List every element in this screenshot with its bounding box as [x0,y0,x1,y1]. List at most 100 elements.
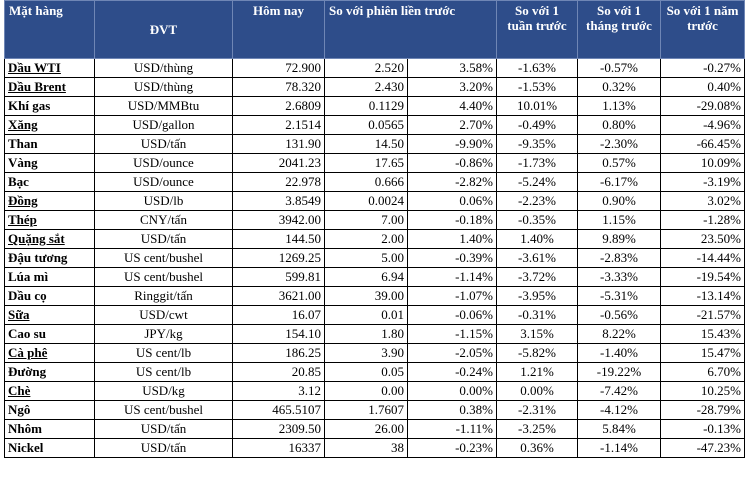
change-month: -0.56% [577,305,661,325]
change-month: 1.15% [577,210,661,230]
change-year: 15.47% [660,343,745,363]
commodity-name: Sữa [4,305,95,325]
commodity-name: Dầu WTI [4,58,95,78]
change-pct: 0.06% [407,191,497,211]
commodity-label: Đậu tương [8,250,68,265]
change-week: -1.53% [496,77,578,97]
unit-cell: Ringgit/tấn [94,286,233,306]
commodity-name: Đậu tương [4,248,95,268]
change-week: 1.21% [496,362,578,382]
price-today: 16.07 [232,305,325,325]
change-abs: 0.666 [324,172,408,192]
change-month: -4.12% [577,400,661,420]
change-pct: -1.07% [407,286,497,306]
change-week: 3.15% [496,324,578,344]
change-pct: -1.15% [407,324,497,344]
change-abs: 0.00 [324,381,408,401]
change-year: -0.27% [660,58,745,78]
change-week: 0.36% [496,438,578,458]
change-year: 23.50% [660,229,745,249]
change-week: -3.25% [496,419,578,439]
table-row: Đậu tương US cent/bushel 1269.25 5.00 -0.39%… [4,248,745,268]
commodity-label: Ngô [8,402,31,417]
change-month: -7.42% [577,381,661,401]
unit-cell: US cent/bushel [94,248,233,268]
change-week: 0.00% [496,381,578,401]
commodity-label: Dầu cọ [8,288,47,303]
commodity-label: Nickel [8,440,44,455]
commodity-name: Chè [4,381,95,401]
commodity-label: Đường [8,364,47,379]
table-row: Dầu Brent USD/thùng 78.320 2.430 3.20% -1.53%… [4,77,745,97]
commodity-name: Dầu cọ [4,286,95,306]
table-row: Quặng sắt USD/tấn 144.50 2.00 1.40% 1.40% 9.89… [4,229,745,249]
change-week: -1.63% [496,58,578,78]
change-abs: 26.00 [324,419,408,439]
change-week: -2.31% [496,400,578,420]
change-pct: -0.24% [407,362,497,382]
commodity-name: Cao su [4,324,95,344]
table-row: Cà phê US cent/lb 186.25 3.90 -2.05% -5.82% -1… [4,343,745,363]
change-abs: 2.00 [324,229,408,249]
price-today: 465.5107 [232,400,325,420]
change-pct: 3.20% [407,77,497,97]
change-year: -0.13% [660,419,745,439]
change-week: -0.35% [496,210,578,230]
change-month: -1.14% [577,438,661,458]
change-month: -3.33% [577,267,661,287]
change-abs: 1.80 [324,324,408,344]
unit-cell: US cent/bushel [94,400,233,420]
unit-cell: USD/lb [94,191,233,211]
price-today: 3621.00 [232,286,325,306]
unit-cell: USD/tấn [94,134,233,154]
change-week: -0.31% [496,305,578,325]
change-week: -5.24% [496,172,578,192]
change-week: -0.49% [496,115,578,135]
price-today: 2.1514 [232,115,325,135]
change-abs: 6.94 [324,267,408,287]
price-today: 72.900 [232,58,325,78]
table-row: Ngô US cent/bushel 465.5107 1.7607 0.38% -2.3… [4,400,745,420]
change-abs: 0.0024 [324,191,408,211]
commodity-name: Dầu Brent [4,77,95,97]
change-year: 3.02% [660,191,745,211]
change-month: -2.30% [577,134,661,154]
commodity-label: Khí gas [8,98,51,113]
commodity-name: Than [4,134,95,154]
change-abs: 0.05 [324,362,408,382]
table-row: Dầu cọ Ringgit/tấn 3621.00 39.00 -1.07% -3.95… [4,286,745,306]
unit-cell: USD/tấn [94,229,233,249]
change-week: -3.72% [496,267,578,287]
change-pct: 3.58% [407,58,497,78]
commodity-label: Dầu Brent [8,79,66,94]
change-month: -6.17% [577,172,661,192]
table-row: Vàng USD/ounce 2041.23 17.65 -0.86% -1.73% 0.5… [4,153,745,173]
table-row: Lúa mì US cent/bushel 599.81 6.94 -1.14% -3.7… [4,267,745,287]
change-abs: 2.520 [324,58,408,78]
commodity-label: Cao su [8,326,46,341]
price-today: 599.81 [232,267,325,287]
price-today: 154.10 [232,324,325,344]
commodity-name: Nhôm [4,419,95,439]
commodity-label: Bạc [8,174,29,189]
change-month: 9.89% [577,229,661,249]
change-month: 1.13% [577,96,661,116]
change-pct: 2.70% [407,115,497,135]
change-abs: 5.00 [324,248,408,268]
change-month: -1.40% [577,343,661,363]
price-today: 3.8549 [232,191,325,211]
price-today: 144.50 [232,229,325,249]
table-row: Nhôm USD/tấn 2309.50 26.00 -1.11% -3.25% 5.84%… [4,419,745,439]
change-week: -5.82% [496,343,578,363]
table-row: Xăng USD/gallon 2.1514 0.0565 2.70% -0.49% 0.8… [4,115,745,135]
table-row: Thép CNY/tấn 3942.00 7.00 -0.18% -0.35% 1.15% -… [4,210,745,230]
table-row: Cao su JPY/kg 154.10 1.80 -1.15% 3.15% 8.22% 15… [4,324,745,344]
commodity-label: Cà phê [8,345,48,360]
commodity-label: Chè [8,383,31,398]
table-row: Đường US cent/lb 20.85 0.05 -0.24% 1.21% -19.2… [4,362,745,382]
price-today: 1269.25 [232,248,325,268]
unit-cell: JPY/kg [94,324,233,344]
change-abs: 2.430 [324,77,408,97]
change-pct: -0.06% [407,305,497,325]
change-abs: 0.01 [324,305,408,325]
